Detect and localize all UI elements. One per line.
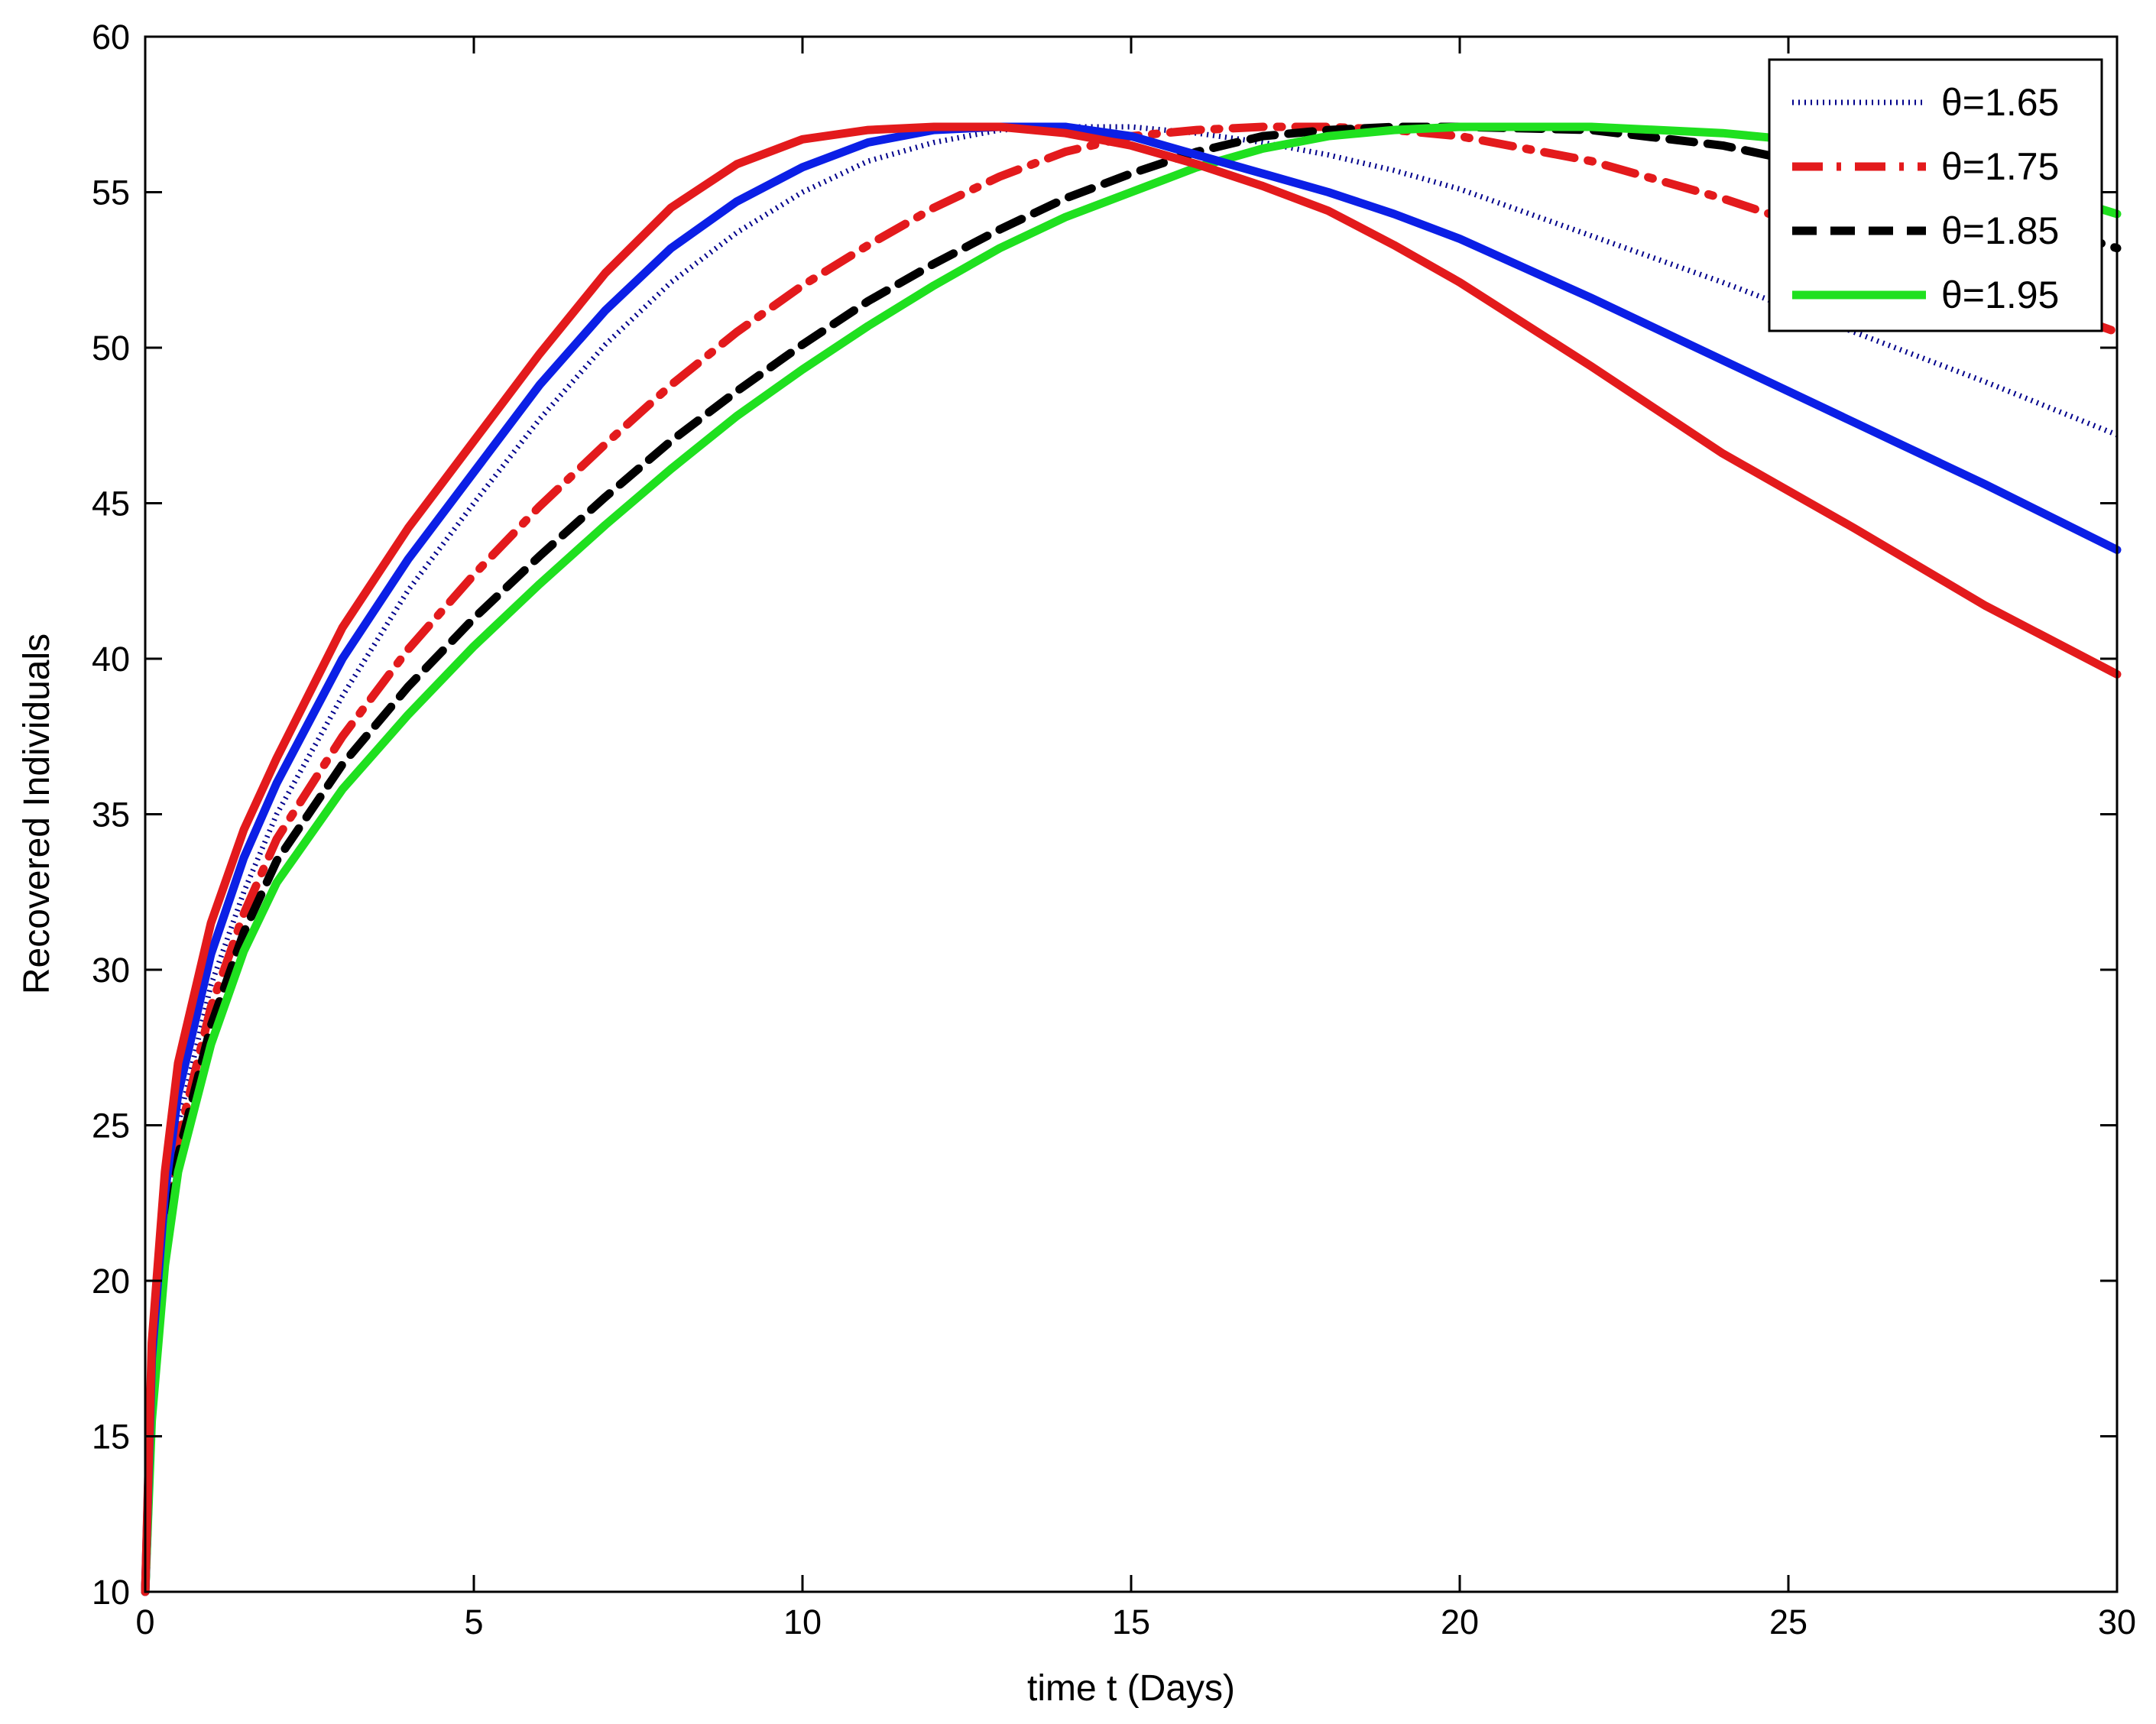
legend-label: θ=1.85: [1941, 209, 2059, 252]
series-line-1-65: [142, 124, 2119, 1593]
y-tick-label: 10: [92, 1573, 130, 1612]
y-tick-label: 30: [92, 951, 130, 990]
series-line-unlabeled-4: [141, 122, 2122, 1596]
x-tick-label: 0: [135, 1602, 154, 1641]
x-tick-label: 5: [464, 1602, 483, 1641]
series-line-1-95: [141, 122, 2122, 1596]
legend: θ=1.65 θ=1.75 θ=1.85 θ=1.95: [1768, 58, 2103, 332]
x-tick-label: 30: [2098, 1602, 2136, 1641]
y-tick-label: 25: [92, 1107, 130, 1146]
x-tick-label: 25: [1769, 1602, 1807, 1641]
y-tick-label: 15: [92, 1418, 130, 1457]
y-tick-label: 40: [92, 640, 130, 679]
y-tick-label: 20: [92, 1262, 130, 1301]
y-tick-label: 45: [92, 484, 130, 523]
series-line-1-75: [141, 122, 2122, 1596]
legend-items: θ=1.65 θ=1.75 θ=1.85 θ=1.95: [1792, 81, 2059, 316]
y-tick-label: 60: [92, 18, 130, 57]
legend-box: [1768, 58, 2103, 332]
x-tick-label: 15: [1112, 1602, 1150, 1641]
legend-label: θ=1.95: [1941, 274, 2059, 316]
x-tick-label: 20: [1441, 1602, 1479, 1641]
tick-layer: 0 5 10 15 20 25 30 10 15 20 25 30 35 40 45 50 55 60: [92, 18, 2136, 1641]
y-axis-label: Recovered Individuals: [17, 634, 57, 994]
x-tick-label: 10: [783, 1602, 822, 1641]
legend-label: θ=1.65: [1941, 81, 2059, 124]
series-line-unlabeled-5: [141, 122, 2122, 1596]
legend-label: θ=1.75: [1941, 145, 2059, 188]
series-layer: [141, 122, 2122, 1596]
y-tick-label: 55: [92, 173, 130, 212]
y-tick-label: 50: [92, 329, 130, 368]
y-tick-label: 35: [92, 796, 130, 834]
x-axis-label: time t (Days): [1027, 1668, 1235, 1709]
